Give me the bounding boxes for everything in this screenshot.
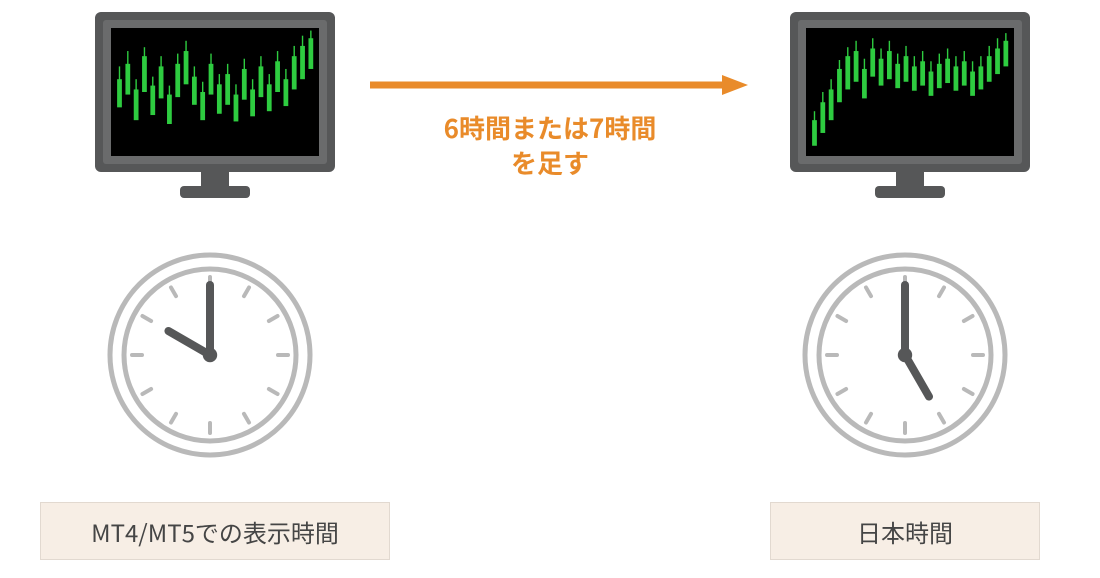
right-clock (799, 249, 1011, 461)
conversion-arrow (370, 61, 750, 109)
right-monitor (786, 8, 1034, 202)
right-time-label: 日本時間 (770, 502, 1040, 560)
left-time-label-text: MT4/MT5での表示時間 (91, 514, 339, 549)
arrow-caption-line1: 6時間または7時間 (444, 109, 657, 146)
left-monitor (91, 8, 339, 202)
arrow-caption-line2: を足す (511, 144, 589, 181)
arrow-caption: 6時間または7時間 を足す (390, 110, 710, 180)
left-time-label: MT4/MT5での表示時間 (40, 502, 390, 560)
right-time-label-text: 日本時間 (857, 514, 953, 549)
left-clock (104, 249, 316, 461)
